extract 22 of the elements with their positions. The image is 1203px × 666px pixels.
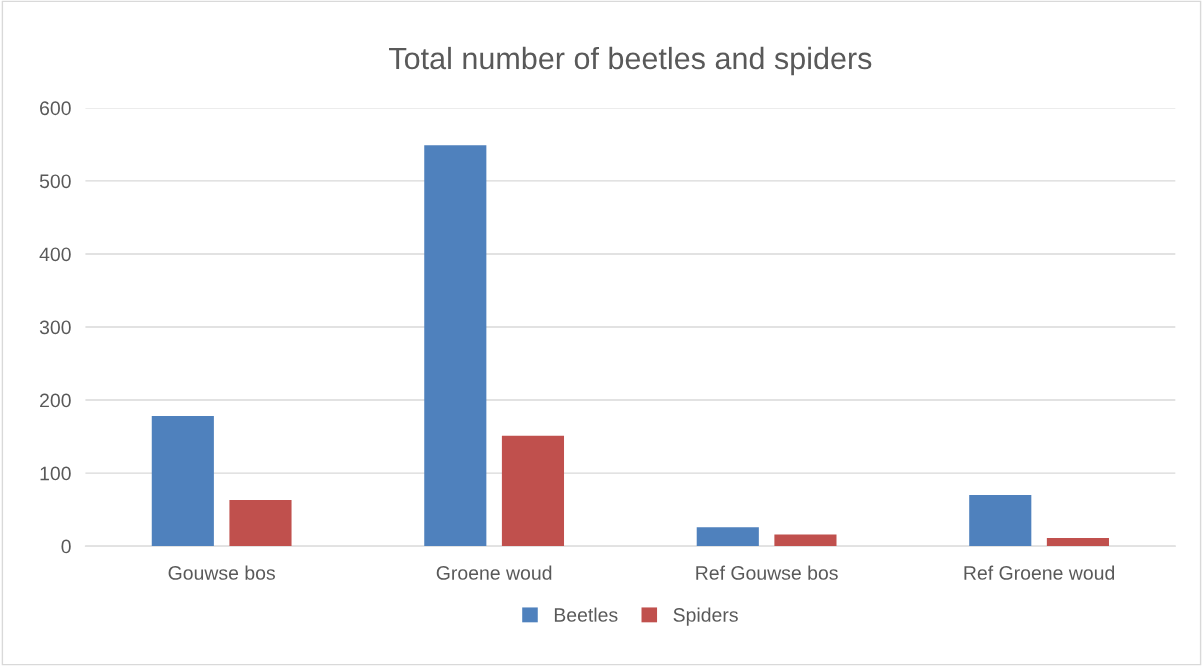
- x-tick-label: Groene woud: [436, 565, 552, 580]
- x-tick-label: Ref Groene woud: [964, 565, 1115, 580]
- x-tick-label: Ref Gouwse bos: [696, 565, 838, 580]
- bar: [1046, 538, 1109, 547]
- bar: [696, 527, 759, 547]
- bar: [424, 145, 487, 547]
- y-tick-label: 200: [40, 393, 71, 408]
- bar: [151, 416, 214, 547]
- bar: [969, 494, 1032, 547]
- x-tick-label: Gouwse bos: [168, 565, 275, 580]
- bar: [229, 500, 292, 547]
- y-tick-label: 600: [40, 101, 71, 116]
- y-tick-label: 100: [40, 466, 71, 481]
- legend-label: Spiders: [673, 607, 738, 626]
- y-tick-label: 400: [39, 247, 71, 262]
- y-tick-label: 500: [39, 174, 71, 189]
- bar: [774, 534, 837, 547]
- y-tick-label: 0: [61, 539, 71, 554]
- legend-label: Beetles: [554, 607, 618, 622]
- chart-title: Total number of beetles and spiders: [389, 46, 872, 76]
- bar: [501, 435, 565, 547]
- y-tick-label: 300: [39, 320, 71, 335]
